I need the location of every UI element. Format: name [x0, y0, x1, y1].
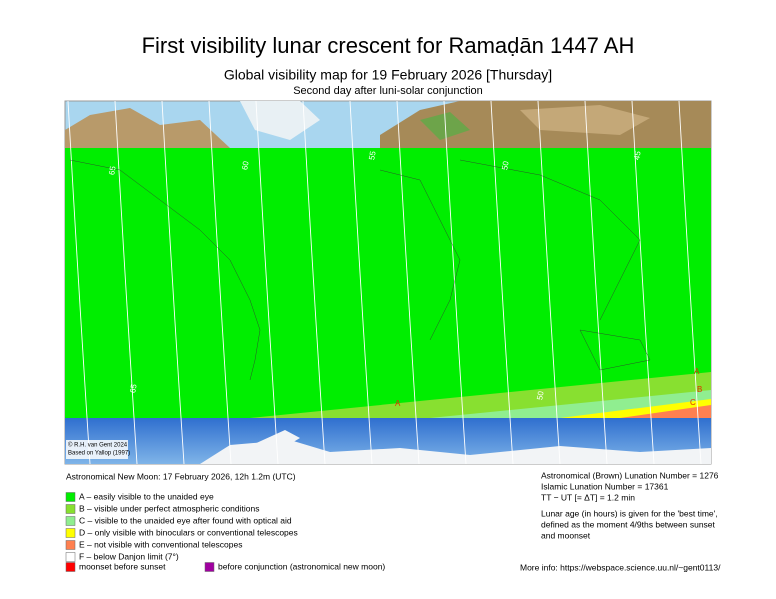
legend-swatch: [65, 528, 76, 538]
info-line: Islamic Lunation Number = 17361: [541, 481, 669, 491]
credit: Based on Yallop (1997): [68, 451, 130, 457]
legend-label: moonset before sunset: [79, 561, 166, 571]
legend-label: C – visible to the unaided eye after fou…: [79, 515, 292, 525]
more-info: More info: https://webspace.science.uu.n…: [520, 562, 721, 572]
note-line: and moonset: [541, 530, 591, 540]
meridian: [208, 100, 232, 465]
legend-label: before conjunction (astronomical new moo…: [218, 561, 385, 571]
meridian: [114, 100, 138, 465]
legend-label: B – visible under perfect atmospheric co…: [79, 503, 259, 513]
legend-swatch: [65, 552, 76, 562]
zone-a: [65, 148, 711, 418]
meridian: [396, 100, 420, 465]
credit-box: [66, 440, 128, 459]
title: First visibility lunar crescent for Rama…: [142, 33, 635, 58]
contour-label: 65: [107, 165, 118, 176]
meridian: [255, 100, 279, 465]
meridian: [490, 100, 514, 465]
contour-label: 50: [535, 390, 546, 401]
zone-label: A: [694, 367, 700, 376]
meridian: [161, 100, 185, 465]
terrain-south: [65, 418, 711, 464]
legend-swatch: [65, 516, 76, 526]
zones: [250, 372, 711, 418]
contour-label: 55: [367, 150, 378, 161]
note: Second day after luni-solar conjunction: [293, 85, 483, 97]
meridian: [302, 100, 326, 465]
meridian: [349, 100, 373, 465]
note-line: defined as the moment 4/9ths between sun…: [541, 519, 716, 529]
legend-label: D – only visible with binoculars or conv…: [79, 527, 298, 537]
legend-swatch: [204, 562, 215, 572]
credit: © R.H. van Gent 2024: [68, 442, 128, 449]
meridian: [584, 100, 608, 465]
legend-label: A – easily visible to the unaided eye: [79, 491, 214, 501]
contour-label: 65: [128, 383, 139, 394]
meridian: [537, 100, 561, 465]
legend-label: F – below Danjon limit (7°): [79, 551, 179, 561]
meridian: [678, 100, 702, 465]
meridian: [631, 100, 655, 465]
subtitle: Global visibility map for 19 February 20…: [224, 67, 552, 83]
legend-swatch: [65, 540, 76, 550]
new-moon: Astronomical New Moon: 17 February 2026,…: [66, 471, 296, 481]
terrain-north: [65, 101, 711, 148]
contour-label: 45: [632, 150, 643, 161]
info-line: Astronomical (Brown) Lunation Number = 1…: [541, 470, 719, 480]
legend-swatch: [65, 504, 76, 514]
contour-label: 50: [500, 160, 511, 171]
legend-swatch: [65, 492, 76, 502]
zone-label: C: [690, 398, 696, 407]
legend-label: E – not visible with conventional telesc…: [79, 539, 242, 549]
contour-label: 60: [240, 160, 251, 171]
meridian: [725, 100, 749, 465]
coastlines: [69, 159, 651, 381]
zone-label: B: [697, 385, 702, 394]
zone-label: A: [395, 399, 401, 408]
legend-swatch: [65, 562, 76, 572]
meridian: [67, 100, 91, 465]
note-line: Lunar age (in hours) is given for the 'b…: [541, 508, 718, 518]
info-line: TT − UT [= ΔT] = 1.2 min: [541, 492, 635, 502]
